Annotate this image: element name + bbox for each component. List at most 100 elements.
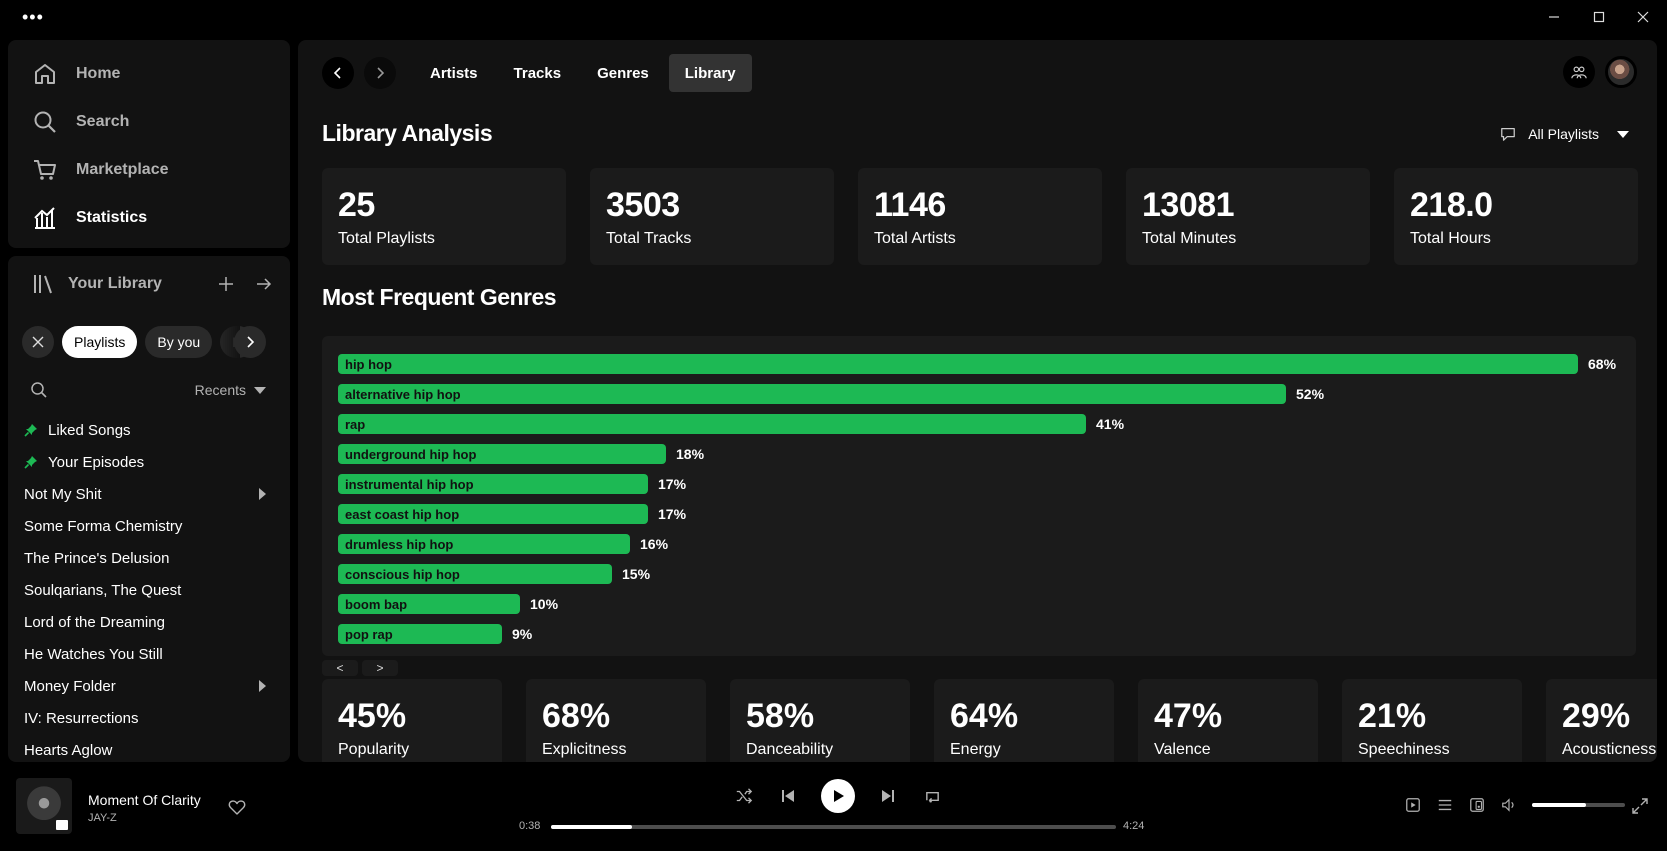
tab-genres[interactable]: Genres (597, 64, 649, 82)
feature-card-explicitness: 68% Explicitness (526, 679, 706, 762)
now-playing-view-icon (1406, 798, 1420, 812)
forward-button[interactable] (364, 57, 396, 89)
folder-expand-icon[interactable] (259, 488, 266, 500)
library-item[interactable]: Some Forma Chemistry (8, 510, 290, 542)
feature-card-speechiness: 21% Speechiness (1342, 679, 1522, 762)
playlist-filter-dropdown[interactable]: All Playlists (1500, 126, 1629, 142)
feature-card-popularity: 45% Popularity (322, 679, 502, 762)
shuffle-button[interactable] (733, 785, 755, 807)
clear-filter-button[interactable] (22, 326, 54, 358)
sort-dropdown[interactable]: Recents (195, 382, 266, 398)
nav-item-home[interactable]: Home (8, 50, 290, 98)
nav-label-marketplace: Marketplace (76, 161, 169, 178)
library-item-name: Your Episodes (48, 453, 145, 471)
chart-icon (34, 207, 55, 229)
library-item[interactable]: He Watches You Still (8, 638, 290, 670)
queue-button[interactable] (1436, 796, 1454, 814)
connect-device-button[interactable] (1468, 796, 1486, 814)
genre-row: rap 41% (338, 409, 1620, 439)
library-item[interactable]: Lord of the Dreaming (8, 606, 290, 638)
feature-label: Speechiness (1358, 741, 1450, 758)
fullscreen-icon[interactable] (1632, 798, 1648, 814)
folder-expand-icon[interactable] (259, 680, 266, 692)
home-icon (35, 64, 55, 84)
nav-item-search[interactable]: Search (8, 98, 290, 146)
stat-card-playlists: 25 Total Playlists (322, 168, 566, 265)
stat-card-minutes: 13081 Total Minutes (1126, 168, 1370, 265)
now-playing-bar: Moment Of Clarity JAY-Z 0:38 4:24 (0, 766, 1667, 851)
nav-label-home: Home (76, 65, 121, 82)
library-item[interactable]: Soulqarians, The Quest (8, 574, 290, 606)
next-button[interactable] (877, 785, 899, 807)
page-title: Library Analysis (322, 120, 493, 146)
nav-item-statistics[interactable]: Statistics (8, 194, 290, 242)
create-playlist-button[interactable] (214, 272, 238, 296)
chips-next-button[interactable] (234, 326, 266, 358)
close-icon (32, 336, 44, 348)
pager-prev-button[interactable]: < (322, 660, 358, 676)
tab-library[interactable]: Library (668, 54, 752, 92)
app-menu-button[interactable]: ••• (22, 7, 44, 27)
chevron-right-icon (247, 336, 255, 348)
expand-library-button[interactable] (252, 272, 276, 296)
track-title[interactable]: Moment Of Clarity (88, 792, 201, 808)
feature-value: 45% (338, 697, 407, 735)
library-item[interactable]: Not My Shit (8, 478, 290, 510)
skip-back-icon (782, 790, 794, 802)
chevron-right-icon (377, 67, 385, 79)
heart-icon[interactable] (228, 798, 246, 816)
feature-label: Acousticness (1562, 741, 1657, 758)
genre-percent-label: 68% (1588, 356, 1617, 372)
play-icon (834, 790, 844, 802)
genre-bar: hip hop (338, 354, 1578, 374)
library-item[interactable]: The Prince's Delusion (8, 542, 290, 574)
friend-activity-button[interactable] (1563, 56, 1595, 88)
genre-bar: pop rap (338, 624, 502, 644)
library-item-name: Not My Shit (24, 485, 102, 503)
library-title[interactable]: Your Library (68, 275, 162, 292)
genre-row: underground hip hop 18% (338, 439, 1620, 469)
skip-forward-icon (882, 790, 894, 802)
previous-button[interactable] (777, 785, 799, 807)
feature-label: Energy (950, 741, 1001, 758)
volume-slider[interactable] (1532, 803, 1625, 807)
avatar[interactable] (1605, 56, 1637, 88)
main-nav: Home Search Marketplace Statistics (8, 40, 290, 248)
stat-label: Total Hours (1410, 230, 1491, 247)
album-cover[interactable] (16, 778, 72, 834)
library-item[interactable]: Your Episodes (8, 446, 290, 478)
volume-icon (1502, 798, 1514, 812)
library-item[interactable]: Money Folder (8, 670, 290, 702)
playlist-list: Liked Songs Your Episodes Not My Shit Some … (8, 414, 290, 762)
pager-next-button[interactable]: > (362, 660, 398, 676)
genre-bar: east coast hip hop (338, 504, 648, 524)
chip-by-you[interactable]: By you (145, 326, 213, 358)
library-item-name: Lord of the Dreaming (24, 613, 165, 631)
stat-value: 1146 (874, 186, 946, 224)
genre-row: conscious hip hop 15% (338, 559, 1620, 589)
library-item[interactable]: Liked Songs (8, 414, 290, 446)
library-item-name: The Prince's Delusion (24, 549, 170, 567)
audio-features: 45% Popularity 68% Explicitness 58% Danceab… (322, 679, 1657, 762)
back-button[interactable] (322, 57, 354, 89)
search-icon[interactable] (30, 381, 48, 399)
features-pager: < > (322, 660, 398, 676)
minimize-button[interactable] (1534, 6, 1574, 28)
feature-value: 29% (1562, 697, 1631, 735)
chip-playlists[interactable]: Playlists (62, 326, 138, 358)
library-item[interactable]: IV: Resurrections (8, 702, 290, 734)
repeat-button[interactable] (921, 785, 943, 807)
tab-tracks[interactable]: Tracks (513, 64, 562, 82)
tab-artists[interactable]: Artists (430, 64, 478, 82)
now-playing-view-button[interactable] (1404, 796, 1422, 814)
mute-button[interactable] (1500, 796, 1518, 814)
maximize-button[interactable] (1579, 6, 1619, 28)
play-button[interactable] (821, 779, 855, 813)
close-window-button[interactable] (1623, 6, 1663, 28)
nav-item-marketplace[interactable]: Marketplace (8, 146, 290, 194)
library-item[interactable]: Hearts Aglow (8, 734, 290, 762)
progress-bar[interactable] (551, 825, 1116, 829)
minimize-icon (1549, 16, 1559, 18)
track-artist[interactable]: JAY-Z (88, 812, 117, 824)
feature-card-valence: 47% Valence (1138, 679, 1318, 762)
